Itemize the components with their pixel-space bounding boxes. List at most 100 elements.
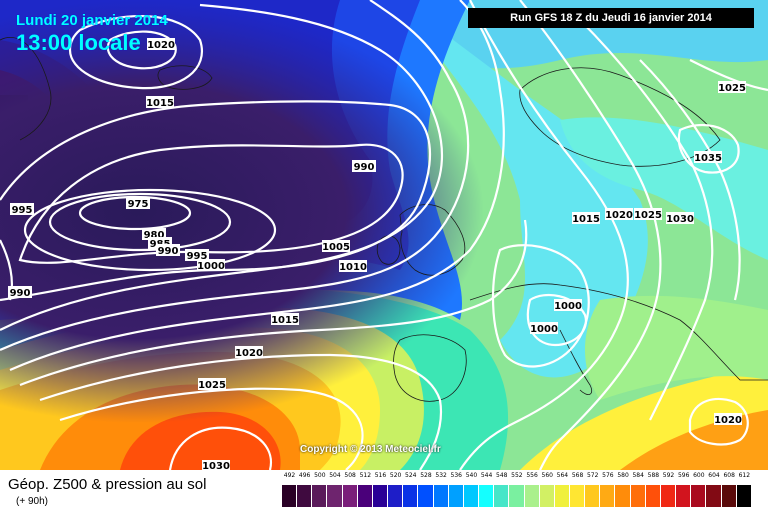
isobar-1015-north: [68, 15, 203, 90]
color-scale-cell: [630, 485, 646, 507]
color-scale-cells: [282, 485, 752, 507]
isobar-label-text: 1030: [666, 214, 694, 225]
isobar-label-text: 1000: [530, 324, 558, 335]
isobar-1000-central: [491, 244, 590, 368]
isobar-1015-south: [19, 219, 528, 387]
color-scale-cell: [706, 485, 722, 507]
color-scale-cell: [645, 485, 661, 507]
color-scale-tick: 556: [526, 472, 538, 479]
isobar-label: 1010: [339, 260, 367, 273]
isobar-label-text: 1020: [147, 40, 175, 51]
isobar-label-text: 1025: [634, 210, 662, 221]
color-scale-labels: 492 496 500 504 508 512 516 520 524 528 532 536 540 5…: [282, 472, 752, 484]
color-scale-cell: [372, 485, 389, 507]
color-scale-cell: [433, 485, 449, 507]
isobar-1025-south: [59, 387, 364, 470]
color-scale-cell: [569, 485, 586, 507]
color-scale-tick: 536: [450, 472, 462, 479]
color-scale-tick: 544: [480, 472, 493, 479]
isobar-label-text: 1000: [554, 301, 582, 312]
color-scale-cell: [403, 485, 419, 507]
isobar-1025-ne: [689, 59, 768, 92]
isobar-label-text: 990: [10, 288, 31, 299]
isobar-label-text: 1015: [146, 98, 174, 109]
color-scale-cell: [494, 485, 510, 507]
coastline-ireland: [376, 235, 401, 265]
color-scale-tick: 524: [405, 472, 417, 479]
color-scale-cell: [448, 485, 464, 507]
color-scale-cell: [615, 485, 631, 507]
color-scale-cell: [312, 485, 328, 507]
isobar-label: 1015: [146, 96, 174, 109]
color-scale-tick: 500: [314, 472, 326, 479]
isobar-label-text: 1020: [605, 210, 633, 221]
color-scale-tick: 548: [496, 472, 508, 479]
coastline-continent: [469, 283, 768, 381]
isobar-label: 995: [185, 249, 209, 262]
isobar-label: 1000: [530, 322, 558, 335]
isobar-label-text: 1010: [339, 262, 367, 273]
color-scale-tick: 572: [586, 472, 599, 479]
color-scale-tick: 564: [556, 472, 569, 479]
color-scale-tick: 540: [465, 472, 478, 479]
isobar-label: 1000: [554, 299, 582, 312]
color-scale-cell: [327, 485, 343, 507]
isobar-1030-east: [639, 59, 741, 301]
color-scale-tick: 516: [374, 472, 387, 479]
isobar-label-text: 1015: [572, 214, 600, 225]
isobar-1020-south: [39, 353, 443, 470]
isobar-label: 1015: [572, 212, 600, 225]
isobar-label: 995: [10, 203, 34, 216]
isobar-label: 1025: [198, 378, 226, 391]
isobar-995: [0, 100, 432, 302]
isobar-1005: [0, 0, 470, 352]
isobar-label: 1005: [322, 240, 350, 253]
isobar-label: 1025: [718, 81, 746, 94]
isobar-1025-east: [579, 19, 714, 421]
isobar-label: 990: [352, 160, 376, 173]
color-scale-tick: 580: [617, 472, 629, 479]
legend-footer: Géop. Z500 & pression au sol (+ 90h) 492…: [0, 470, 768, 512]
coastline-greenland: [0, 37, 52, 141]
color-scale-tick: 504: [329, 472, 341, 479]
isobar-labels: 1020 1015 990 975 980 985 990 995 1000 1…: [8, 38, 746, 470]
copyright-notice: Copyright © 2013 Meteociel.fr: [300, 444, 441, 455]
isobar-label: 990: [8, 286, 32, 299]
color-scale-tick: 552: [511, 472, 523, 479]
color-scale-cell: [388, 485, 404, 507]
isobar-label: 1020: [235, 346, 263, 359]
color-scale-tick: 512: [359, 472, 372, 479]
isobar-label-text: 1005: [322, 242, 350, 253]
isobar-label-text: 995: [187, 251, 208, 262]
color-scale-tick: 612: [738, 472, 751, 479]
coastline-british-isles: [399, 204, 466, 276]
isobar-label: 1020: [147, 38, 175, 51]
model-run-label: Run GFS 18 Z du Jeudi 16 janvier 2014: [468, 8, 754, 28]
color-scale-tick: 560: [541, 472, 553, 479]
isobar-label: 990: [156, 244, 180, 257]
coastline-iceland: [157, 65, 213, 90]
isobar-label-text: 1000: [197, 261, 225, 272]
color-scale-cell: [418, 485, 434, 507]
isobar-label: 975: [126, 197, 150, 210]
color-scale-tick: 532: [435, 472, 447, 479]
isobar-label-text: 995: [12, 205, 33, 216]
color-scale-cell: [282, 485, 298, 507]
isobar-1010: [9, 0, 505, 372]
isobar-1030-south: [168, 426, 273, 470]
forecast-date: Lundi 20 janvier 2014: [16, 12, 168, 29]
color-scale-tick: 508: [344, 472, 356, 479]
isobar-label: 1020: [605, 208, 633, 221]
isobar-label: 1015: [271, 313, 299, 326]
isobar-1020-north: [106, 30, 177, 70]
map-title: Géop. Z500 & pression au sol: [8, 476, 207, 493]
isobar-label-text: 1030: [202, 461, 230, 470]
isobar-label-text: 1025: [198, 380, 226, 391]
color-scale-cell: [736, 485, 752, 507]
isobar-label: 1025: [634, 208, 662, 221]
isobar-label-text: 1020: [235, 348, 263, 359]
color-scale-cell: [509, 485, 525, 507]
color-scale-tick: 496: [298, 472, 311, 479]
color-scale-cell: [660, 485, 677, 507]
